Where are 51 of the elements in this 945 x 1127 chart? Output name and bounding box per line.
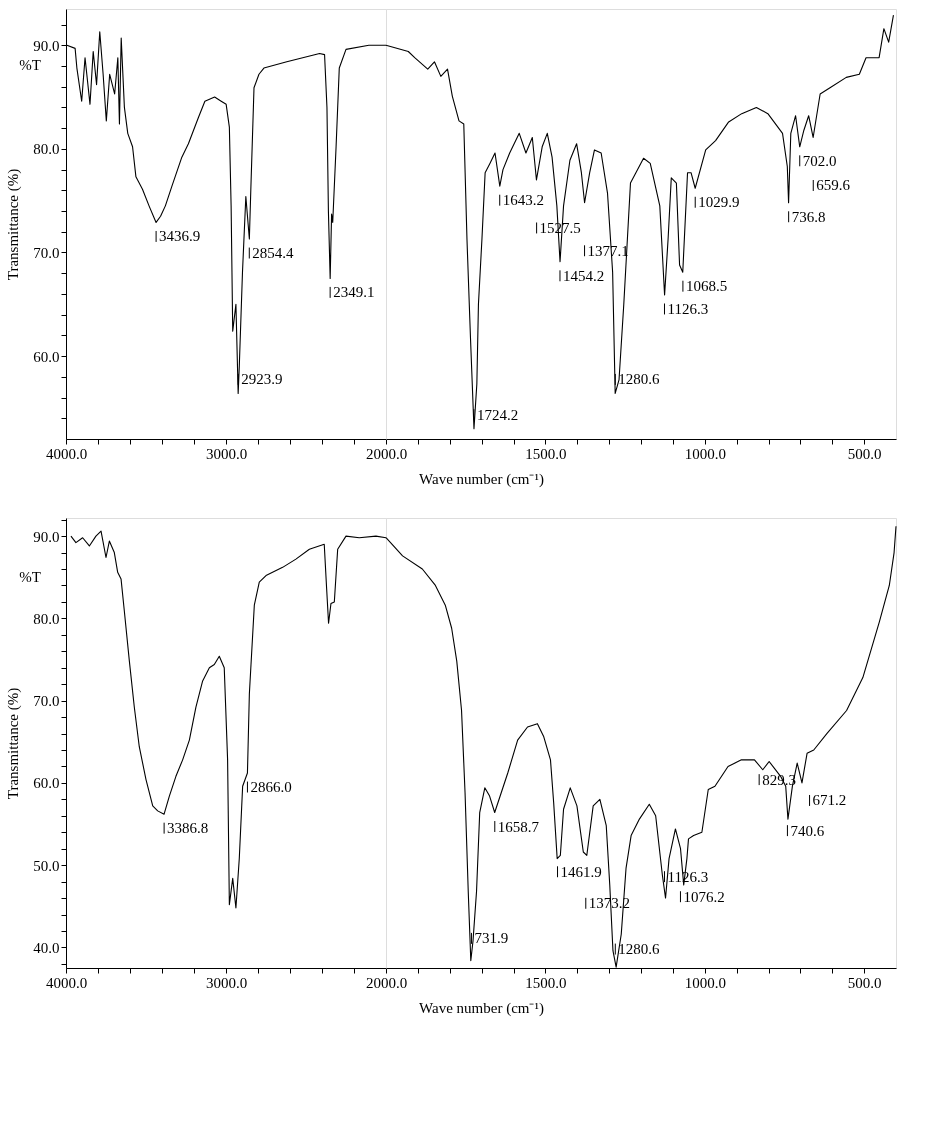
annotation: 659.6 — [816, 177, 851, 194]
x-tick-label: 500.0 — [847, 445, 882, 462]
y-tick-label: 90.0 — [33, 37, 60, 54]
annotation: 740.6 — [790, 822, 825, 839]
annotation: 1658.7 — [497, 818, 540, 835]
y-tick-label: 60.0 — [33, 348, 60, 365]
y-axis-title: Transmittance (%) — [5, 168, 23, 281]
annotation: 3386.8 — [167, 820, 209, 837]
annotation: 671.2 — [812, 792, 847, 809]
annotation: 702.0 — [802, 152, 837, 169]
annotation: 736.8 — [791, 208, 826, 225]
x-tick-label: 3000.0 — [205, 974, 248, 991]
annotation: 3436.9 — [159, 228, 201, 245]
x-tick-label: 1000.0 — [684, 445, 726, 462]
y-tick-label: 80.0 — [33, 141, 60, 158]
y-tick-label: 40.0 — [33, 939, 60, 956]
text: %T — [19, 568, 41, 585]
x-tick-label: 500.0 — [847, 974, 882, 991]
x-tick-label: 4000.0 — [45, 445, 88, 462]
annotation: 1724.2 — [476, 406, 519, 423]
x-tick-label: 2000.0 — [365, 974, 408, 991]
annotation: 2866.0 — [250, 779, 292, 796]
annotation: 2854.4 — [252, 245, 295, 262]
y-tick-label: 80.0 — [33, 610, 60, 627]
annotation: 1029.9 — [698, 194, 740, 211]
annotation: 1076.2 — [683, 888, 725, 905]
x-tick-label: 3000.0 — [205, 445, 248, 462]
annotation: 2349.1 — [333, 284, 375, 301]
y-tick-label: 90.0 — [33, 528, 60, 545]
x-tick-label: 1000.0 — [684, 974, 726, 991]
x-tick-label: 1500.0 — [525, 445, 567, 462]
annotation: 731.9 — [474, 930, 509, 947]
annotation: 1126.3 — [667, 300, 709, 317]
y-tick-label: 70.0 — [33, 244, 60, 261]
x-axis-title: Wave number (cm⁻¹) — [419, 999, 544, 1017]
annotation: 1643.2 — [502, 192, 544, 209]
text: %T — [19, 56, 41, 73]
y-tick-label: 50.0 — [33, 857, 60, 874]
annotation: 1280.6 — [618, 371, 661, 388]
annotation: 1280.6 — [618, 941, 661, 958]
y-axis-title: Transmittance (%) — [5, 687, 23, 800]
annotation: 1454.2 — [562, 267, 605, 284]
y-tick-label: 70.0 — [33, 693, 60, 710]
y-tick-label: 60.0 — [33, 775, 60, 792]
annotation: 1068.5 — [685, 278, 728, 295]
x-tick-label: 2000.0 — [365, 445, 408, 462]
x-tick-label: 4000.0 — [45, 974, 88, 991]
x-axis-title: Wave number (cm⁻¹) — [419, 470, 544, 488]
annotation: 1461.9 — [560, 863, 602, 880]
x-tick-label: 1500.0 — [525, 974, 567, 991]
annotation: 2923.9 — [241, 371, 283, 388]
